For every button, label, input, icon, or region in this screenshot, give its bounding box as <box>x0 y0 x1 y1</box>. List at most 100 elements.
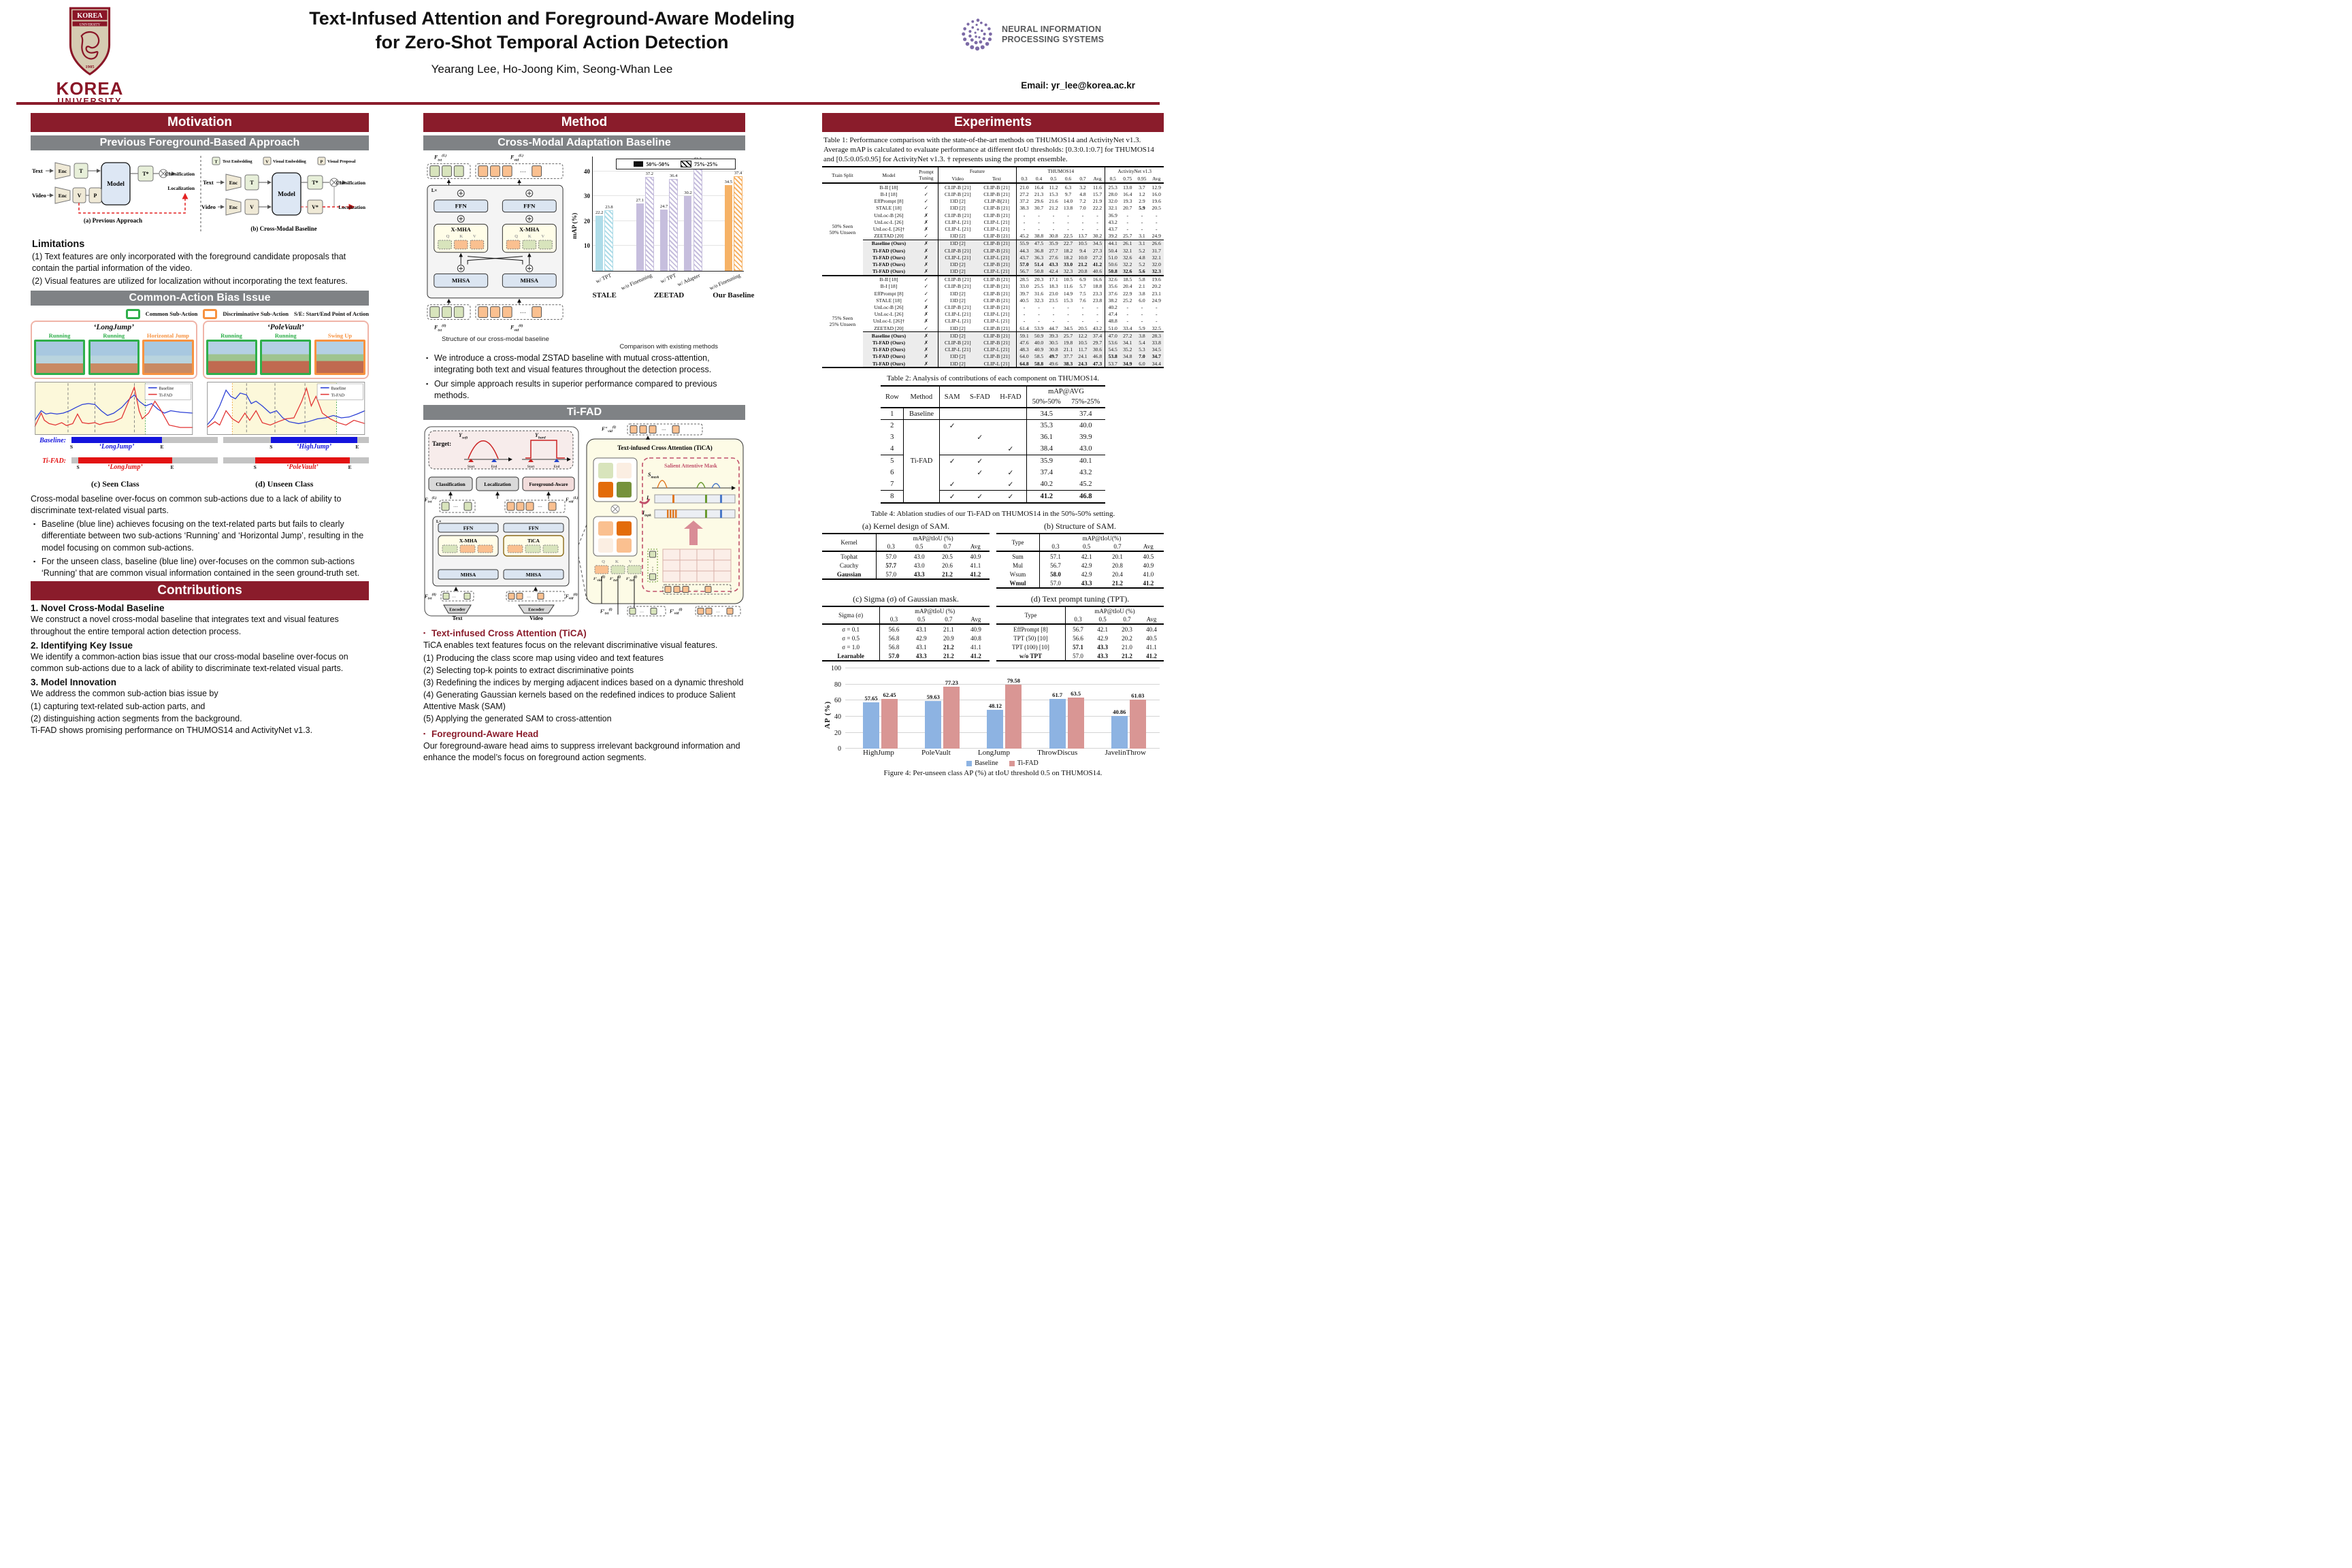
f-ptxt-label: F′txt(l) <box>600 608 612 616</box>
subaction-label: Running <box>103 331 125 339</box>
legend-label: 75%-25% <box>694 161 718 167</box>
table-cell: 50% Seen 50% Unseen <box>829 223 856 235</box>
subsection-common-action-bias: Common-Action Bias Issue <box>31 290 369 306</box>
se-legend-label: S/E: Start/End Point of Action <box>293 310 369 318</box>
table-cell: 43.3 <box>1097 652 1108 659</box>
table-cell: 27.7 <box>1049 247 1058 254</box>
svg-text:Visual Embedding: Visual Embedding <box>273 159 307 164</box>
group-label: Our Baseline <box>713 291 755 299</box>
table-cell: 20.4 <box>1123 283 1132 290</box>
svg-text:Enc: Enc <box>229 204 238 210</box>
table-cell: 30.8 <box>1049 346 1058 353</box>
table-cell: 5.4 <box>1139 339 1145 346</box>
svg-text:Video: Video <box>201 203 216 210</box>
value-label: 61.03 <box>1131 692 1145 700</box>
table-cell: 21.2 <box>942 570 953 578</box>
table-cell: 46.8 <box>1066 490 1105 504</box>
table-cell: 32.1 <box>1152 254 1161 261</box>
table-cell: 34.5 <box>1152 346 1161 353</box>
table-cell: 33.0 <box>1063 261 1073 267</box>
table-cell: - <box>1081 212 1084 218</box>
tica-step-3: (3) Redefining the indices by merging ad… <box>423 677 744 687</box>
table-cell: 43.0 <box>1079 445 1092 453</box>
table-cell: 43.3 <box>1081 579 1092 587</box>
table-cell: I3D [2] <box>937 353 977 360</box>
table-cell: CLIP-B [21] <box>983 339 1010 346</box>
table-cell: Wsum <box>1009 570 1026 578</box>
table-cell: CLIP-B [21] <box>937 191 977 198</box>
foreground-aware-body: Our foreground-aware head aims to suppre… <box>423 740 740 762</box>
bar <box>595 215 604 271</box>
table-cell: 39.7 <box>1016 290 1032 297</box>
contribution-2-heading: 2. Identifying Key Issue <box>31 640 133 651</box>
table-cell: 53.9 <box>1034 325 1044 331</box>
table-cell: Ti-FAD <box>903 419 940 504</box>
table-cell: 51.0 <box>1105 254 1121 261</box>
tica-text-block: Text-infused Cross Attention (TiCA) TiCA… <box>423 628 745 764</box>
grid-line <box>593 245 744 246</box>
table-cell: Text <box>992 176 1002 182</box>
table-cell: 37.6 <box>1105 290 1121 297</box>
table-cell: CLIP-B [21] <box>983 283 1010 290</box>
table-cell: 39.2 <box>1105 232 1121 240</box>
table-cell: Ti-FAD (Ours) <box>872 353 905 360</box>
table-cell: CLIP-L [21] <box>983 318 1010 325</box>
table-cell: 20.2 <box>1122 634 1132 642</box>
table-cell: 49.6 <box>1049 360 1058 367</box>
table-cell: ✗ <box>924 353 929 360</box>
value-label: 37.4 <box>734 171 742 176</box>
table-cell: 5.9 <box>1139 325 1145 331</box>
table-cell: B-I [18] <box>880 283 898 290</box>
experiments-column: Experiments Table 1: Performance compari… <box>822 113 1164 780</box>
table-cell: I3D [2] <box>937 239 977 247</box>
svg-text:T: T <box>79 168 83 174</box>
table-cell: 21.1 <box>1063 346 1073 353</box>
discriminative-subaction-chip <box>203 308 218 319</box>
table-cell: - <box>1126 311 1129 318</box>
table-cell: 7.6 <box>1079 297 1086 304</box>
table-cell: 34.9 <box>1123 360 1132 367</box>
table-cell: 41.1 <box>970 643 981 651</box>
table-cell: 43.2 <box>1092 325 1102 331</box>
table-cell: 40.0 <box>1034 339 1044 346</box>
table-cell: 40.6 <box>1092 268 1102 275</box>
table-cell: 25.2 <box>1123 297 1132 304</box>
bar <box>734 176 742 271</box>
table-cell: Type <box>1011 539 1024 546</box>
table-cell: 3 <box>881 431 904 444</box>
table-cell: 42.9 <box>1097 634 1108 642</box>
svg-text:T*: T* <box>142 171 148 177</box>
table-cell: ✗ <box>924 212 929 218</box>
value-label: 59.63 <box>926 693 940 700</box>
table-cell: CLIP-B [21] <box>937 246 977 255</box>
table-cell: CLIP-L [21] <box>937 317 977 325</box>
table-cell: 75%-25% <box>1071 398 1100 406</box>
table-cell: 1 <box>881 408 904 420</box>
table-cell: 7.0 <box>1139 353 1145 360</box>
prediction-segment <box>271 436 357 443</box>
table-cell: 34.7 <box>1152 353 1161 360</box>
table-cell: 41.1 <box>970 561 981 569</box>
table-cell: 9.4 <box>1079 247 1086 254</box>
table-cell: 15.3 <box>1049 191 1058 198</box>
table-cell: 25.5 <box>1034 283 1044 290</box>
table-cell: mAP@tIoU (%) <box>1064 606 1164 616</box>
table-cell: CLIP-L [21] <box>937 254 977 261</box>
table-cell: 43.0 <box>913 553 925 560</box>
table-cell: I3D [2] <box>937 331 977 340</box>
table-cell: ✗ <box>924 247 929 254</box>
svg-text:End: End <box>491 465 497 469</box>
prediction-class-label: ‘HighJump’ <box>297 442 332 451</box>
table-cell: UnLoc-B [26] <box>874 304 904 311</box>
subaction-label: Running <box>220 331 242 339</box>
table-cell: 34.5 <box>1090 239 1105 247</box>
bar <box>684 195 692 271</box>
table-cell: ✓ <box>924 205 929 212</box>
table-cell: 40.9 <box>1143 561 1154 569</box>
table-cell: CLIP-L [21] <box>937 346 977 353</box>
table-cell: CLIP-B [21] <box>977 274 1017 283</box>
table-cell: 22.7 <box>1060 239 1076 247</box>
table-cell: 12.9 <box>1152 184 1161 191</box>
table-cell: 36.8 <box>1034 247 1044 254</box>
table-cell: Ti-FAD (Ours) <box>872 254 905 261</box>
